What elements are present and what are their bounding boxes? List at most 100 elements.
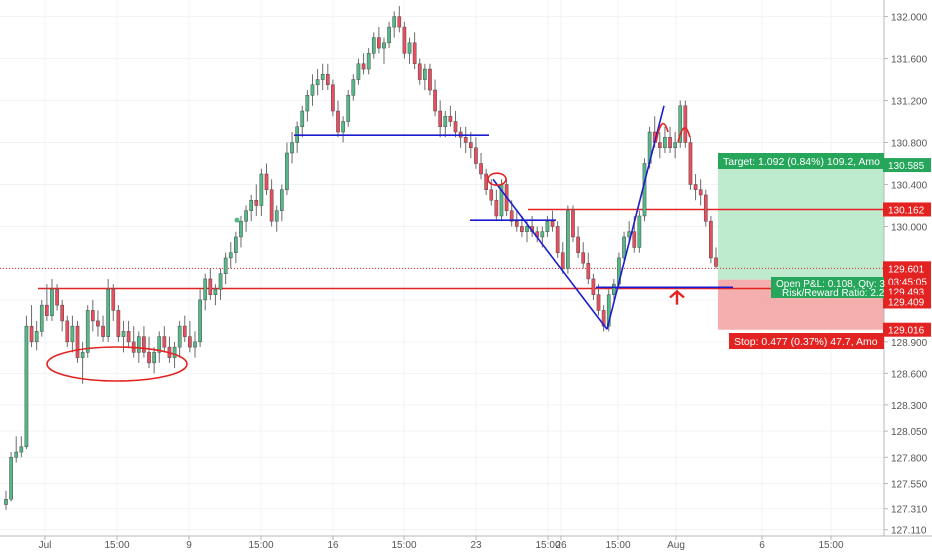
candle-up <box>136 336 141 353</box>
candle-up <box>320 74 325 80</box>
candle-up <box>259 173 264 206</box>
target-label: Target: 1.092 (0.84%) 109.2, Amo <box>723 156 880 168</box>
x-tick-label: 15:00 <box>104 540 129 550</box>
price-tag-label: 129.601 <box>888 264 925 275</box>
candle-up <box>407 42 412 54</box>
y-tick-label: 130.400 <box>891 180 928 191</box>
candle-up <box>19 446 24 453</box>
candle-down <box>182 325 187 337</box>
candle-up <box>443 116 448 128</box>
position-labels: Target: 1.092 (0.84%) 109.2, Amo Stop: 0… <box>718 153 885 349</box>
x-tick-label: 6 <box>759 540 765 550</box>
target-label-bg <box>718 153 884 169</box>
candle-up <box>234 236 238 253</box>
marker-dot <box>234 217 240 223</box>
candle-up <box>106 289 110 337</box>
candle-up <box>249 199 254 211</box>
price-tag-label: 130.162 <box>888 205 925 216</box>
x-tick-label: 15:00 <box>248 540 273 550</box>
candle-down <box>657 142 662 149</box>
candle-up <box>172 346 177 358</box>
y-tick-label: 131.600 <box>891 55 928 66</box>
blue-trend-line <box>492 178 608 330</box>
candle-down <box>397 16 402 28</box>
candle-up <box>218 273 223 290</box>
candle-down <box>264 173 269 190</box>
x-tick-label: 15:00 <box>535 540 560 550</box>
candle-up <box>244 210 248 222</box>
candle-down <box>576 236 580 253</box>
price-tag-bg <box>883 294 931 309</box>
candle-down <box>703 194 708 222</box>
candle-up <box>14 451 19 458</box>
red-arc-annotation <box>655 122 691 143</box>
stop-label: Stop: 0.477 (0.37%) 47.7, Amo <box>734 336 878 348</box>
y-tick-label: 127.310 <box>891 505 928 516</box>
candle-up <box>387 26 391 44</box>
position-zones <box>718 165 884 330</box>
candle-up <box>545 220 550 232</box>
candle-down <box>29 325 34 343</box>
candle-up <box>356 63 361 80</box>
candle-down <box>45 304 49 316</box>
candle-down <box>668 137 672 149</box>
candle-down <box>463 137 468 143</box>
pnl-label: Open P&L: 0.108, Qty: 3 <box>776 279 885 290</box>
red-up-arrow <box>669 289 685 305</box>
candle-down <box>468 142 473 149</box>
price-tag-label: 130.585 <box>888 161 925 172</box>
candle-up <box>315 79 320 86</box>
stop-label-bg <box>729 333 884 349</box>
candle-up <box>85 310 90 353</box>
x-tick-label: 16 <box>327 540 339 550</box>
x-tick-label: 9 <box>186 540 192 550</box>
candle-down <box>162 336 167 348</box>
candle-up <box>203 278 208 301</box>
candle-up <box>274 210 279 222</box>
red-circle-annotation <box>487 172 507 187</box>
candles <box>4 6 718 510</box>
candle-down <box>402 26 407 54</box>
candle-down <box>693 184 698 190</box>
candle-up <box>152 352 156 364</box>
candle-up <box>223 257 228 274</box>
price-tags: 130.585130.162129.60103:45:05129.493129.… <box>883 158 931 337</box>
candle-down <box>55 289 59 306</box>
risk-reward-label: Risk/Reward Ratio: 2.2 <box>782 288 885 299</box>
y-tick-label: 132.000 <box>891 13 928 24</box>
candle-down <box>489 189 494 201</box>
candle-up <box>341 121 345 133</box>
y-tick-label: 128.300 <box>891 401 928 412</box>
y-tick-label: 131.200 <box>891 97 928 108</box>
candle-up <box>663 137 667 149</box>
pnl-box-bg <box>771 277 884 298</box>
candle-down <box>709 220 713 259</box>
candle-down <box>91 310 95 322</box>
candle-down <box>325 74 330 86</box>
candle-up <box>366 53 371 70</box>
candle-up <box>80 352 85 358</box>
price-tag-label: 129.409 <box>888 297 925 308</box>
candle-up <box>39 304 44 332</box>
candle-down <box>96 320 100 327</box>
candle-up <box>371 37 376 54</box>
price-tag-label: 03:45:05 <box>888 277 927 288</box>
candle-down <box>75 325 80 358</box>
candle-up <box>310 84 315 96</box>
x-tick-label: 15:00 <box>605 540 630 550</box>
y-tick-label: 127.110 <box>891 526 927 537</box>
candle-up <box>612 283 616 295</box>
candle-up <box>213 289 218 295</box>
candle-down <box>571 210 575 238</box>
x-tick-label: 26 <box>555 540 567 550</box>
candle-up <box>351 79 356 96</box>
candle-down <box>453 121 458 133</box>
y-tick-label: 128.600 <box>891 369 928 380</box>
price-tag-bg <box>883 322 931 337</box>
red-circle-annotation <box>46 346 188 382</box>
candle-down <box>126 331 131 343</box>
candle-down <box>254 199 259 206</box>
candle-down <box>336 110 340 133</box>
